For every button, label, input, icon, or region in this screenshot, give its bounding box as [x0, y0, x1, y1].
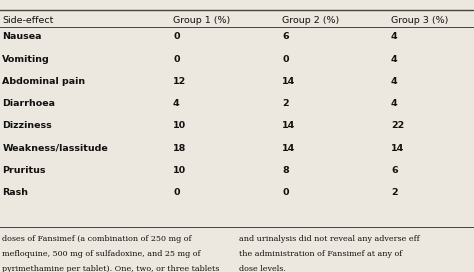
Text: 18: 18: [173, 144, 186, 153]
Text: 0: 0: [282, 188, 289, 197]
Text: 8: 8: [282, 166, 289, 175]
Text: 4: 4: [391, 99, 398, 108]
Text: Group 1 (%): Group 1 (%): [173, 16, 230, 25]
Text: the administration of Fansimef at any of: the administration of Fansimef at any of: [239, 250, 402, 258]
Text: Diarrhoea: Diarrhoea: [2, 99, 55, 108]
Text: 6: 6: [391, 166, 398, 175]
Text: 14: 14: [391, 144, 404, 153]
Text: Dizziness: Dizziness: [2, 121, 52, 131]
Text: and urinalysis did not reveal any adverse eff: and urinalysis did not reveal any advers…: [239, 235, 420, 243]
Text: 2: 2: [391, 188, 398, 197]
Text: Rash: Rash: [2, 188, 28, 197]
Text: Side-effect: Side-effect: [2, 16, 54, 25]
Text: 14: 14: [282, 121, 295, 131]
Text: Group 2 (%): Group 2 (%): [282, 16, 339, 25]
Text: pyrimethamine per tablet). One, two, or three tablets: pyrimethamine per tablet). One, two, or …: [2, 265, 220, 272]
Text: 4: 4: [391, 32, 398, 41]
Text: Nausea: Nausea: [2, 32, 42, 41]
Text: 14: 14: [282, 77, 295, 86]
Text: Weakness/lassitude: Weakness/lassitude: [2, 144, 108, 153]
Text: dose levels.: dose levels.: [239, 265, 286, 272]
Text: Pruritus: Pruritus: [2, 166, 46, 175]
Text: 0: 0: [173, 32, 180, 41]
Text: 0: 0: [173, 188, 180, 197]
Text: 10: 10: [173, 121, 186, 131]
Text: 0: 0: [282, 54, 289, 64]
Text: 4: 4: [173, 99, 180, 108]
Text: 12: 12: [173, 77, 186, 86]
Text: 14: 14: [282, 144, 295, 153]
Text: 10: 10: [173, 166, 186, 175]
Text: 4: 4: [391, 54, 398, 64]
Text: Vomiting: Vomiting: [2, 54, 50, 64]
Text: Group 3 (%): Group 3 (%): [391, 16, 448, 25]
Text: Abdominal pain: Abdominal pain: [2, 77, 85, 86]
Text: 0: 0: [173, 54, 180, 64]
Text: 2: 2: [282, 99, 289, 108]
Text: doses of Fansimef (a combination of 250 mg of: doses of Fansimef (a combination of 250 …: [2, 235, 192, 243]
Text: 4: 4: [391, 77, 398, 86]
Text: 22: 22: [391, 121, 404, 131]
Text: 6: 6: [282, 32, 289, 41]
Text: mefloquine, 500 mg of sulfadoxine, and 25 mg of: mefloquine, 500 mg of sulfadoxine, and 2…: [2, 250, 201, 258]
